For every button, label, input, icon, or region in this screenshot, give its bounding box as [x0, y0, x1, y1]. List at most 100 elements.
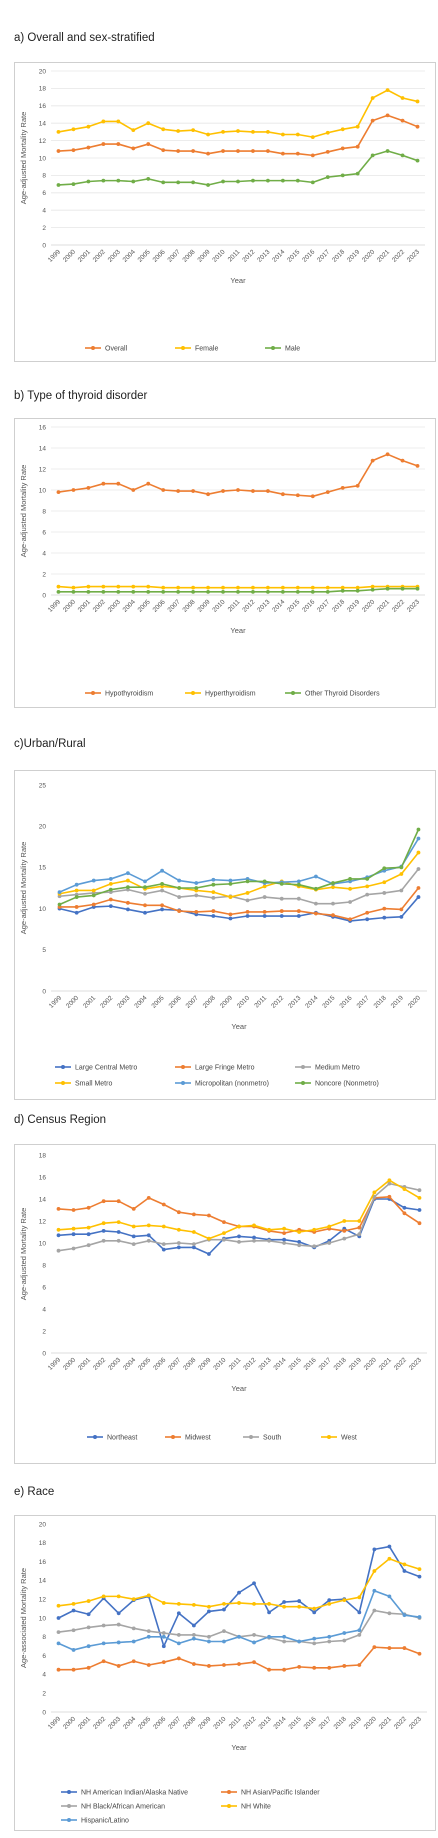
chart-c-xtick-label: 1999 [48, 994, 63, 1009]
chart-c-series-micropolitan-nonmetro-point [57, 890, 62, 895]
chart-e-series-nh-white-point [161, 1601, 166, 1605]
chart-c-series-large-fringe-metro-point [108, 897, 113, 902]
chart-c-series-medium-metro-point [416, 867, 421, 871]
chart-b-series-hypothyroidism-point [191, 489, 196, 493]
chart-b-series-hypothyroidism-point [221, 489, 225, 493]
chart-a-xtick-label: 2014 [271, 248, 286, 263]
chart-c-ytick-label: 20 [39, 824, 47, 831]
chart-d-series-south-point [131, 1242, 136, 1246]
chart-e-series-nh-white-point [252, 1602, 256, 1606]
chart-d-series-midwest-point [146, 1196, 151, 1200]
chart-d-series-west-point [207, 1236, 211, 1241]
chart-d-series-northeast-point [101, 1229, 106, 1233]
chart-d-series-northeast-point [297, 1240, 302, 1244]
chart-e-series-nh-asian-pacific-islander-point [312, 1665, 317, 1670]
chart-c-series-small-metro-point [228, 895, 233, 899]
chart-c-xtick-label: 2017 [356, 994, 371, 1009]
chart-d-series-northeast-point [161, 1247, 166, 1252]
chart-e-ytick-label: 14 [39, 1578, 47, 1585]
chart-c-legend-marker-micropolitan-nonmetro [181, 1081, 185, 1085]
chart-d-series-south-point [146, 1238, 151, 1243]
chart-b-xtick-label: 2010 [211, 598, 226, 613]
chart-e-series-nh-asian-pacific-islander-point [207, 1664, 211, 1668]
chart-e-series-nh-american-indian-alaska-native-point [86, 1612, 91, 1617]
chart-a-series-overall-point [101, 142, 106, 146]
chart-d-series-northeast-point [252, 1235, 256, 1240]
chart-b-series-hyperthyroidism-point [161, 585, 166, 590]
chart-d-series-south-point [282, 1241, 287, 1245]
chart-e-series-hispanic-latino-point [372, 1588, 377, 1593]
chart-d-series-west-point [56, 1227, 61, 1232]
chart-d-series-south-point [297, 1243, 302, 1248]
chart-c-legend-label-large-fringe-metro: Large Fringe Metro [195, 1064, 255, 1071]
chart-c-series-noncore-nonmetro-point [126, 885, 130, 890]
chart-e-series-hispanic-latino-line [58, 1589, 420, 1651]
chart-c-series-noncore-nonmetro-line [59, 829, 420, 906]
chart-b-ytick-label: 4 [42, 550, 46, 557]
chart-d-series-northeast-point [191, 1245, 196, 1250]
chart-d-series-west-point [402, 1187, 407, 1191]
chart-c-series-micropolitan-nonmetro-point [211, 877, 216, 882]
chart-c-series-noncore-nonmetro-point [348, 877, 352, 881]
chart-d-series-midwest-point [131, 1207, 136, 1211]
chart-a-ytick-label: 20 [39, 68, 47, 75]
chart-b-legend-marker-hyperthyroidism [191, 691, 195, 695]
chart-e-series-nh-black-african-american-point [327, 1639, 332, 1644]
chart-e-xtick-label: 2019 [348, 1715, 363, 1730]
chart-d-series-northeast-point [146, 1233, 151, 1238]
chart-d-xtick-label: 2001 [77, 1356, 92, 1371]
chart-d-legend-marker-northeast [93, 1435, 97, 1439]
chart-c-ytick-label: 5 [42, 947, 46, 954]
chart-e-xtick-label: 2010 [212, 1715, 227, 1730]
chart-c-xtick-label: 2019 [390, 994, 405, 1009]
chart-b-series-other-thyroid-disorders-point [101, 589, 106, 594]
chart-b-series-hyperthyroidism-point [221, 585, 225, 590]
chart-a-series-overall-point [280, 151, 285, 156]
chart-a-series-overall-point [355, 144, 360, 149]
chart-a-series-female-point [101, 119, 106, 124]
chart-c-series-large-central-metro-line [59, 896, 420, 922]
chart-d-series-northeast-point [207, 1252, 211, 1256]
chart-a-series-overall-point [176, 149, 181, 153]
chart-e-xtick-label: 2005 [137, 1715, 152, 1730]
chart-c-series-noncore-nonmetro-point [365, 877, 370, 881]
chart-a-series-overall-point [415, 124, 420, 129]
chart-d-series-south-point [252, 1238, 256, 1243]
chart-b-xtick-label: 2017 [316, 598, 331, 613]
chart-e-series-nh-white-point [191, 1602, 196, 1607]
chart-d-series-south-point [327, 1241, 332, 1245]
chart-d-series-west-point [222, 1231, 226, 1235]
chart-b-ytick-label: 0 [42, 592, 46, 599]
chart-b-series-hyperthyroidism-point [86, 584, 91, 589]
chart-e-series-hispanic-latino-point [191, 1636, 196, 1641]
chart-a-series-male-point [385, 149, 390, 153]
chart-b-series-other-thyroid-disorders-point [385, 586, 390, 591]
chart-a-series-male-point [101, 178, 106, 183]
chart-b-series-other-thyroid-disorders-point [415, 586, 420, 591]
chart-c-xtick-label: 2002 [99, 994, 114, 1009]
chart-b-series-other-thyroid-disorders-point [325, 589, 330, 594]
chart-c-series-medium-metro-point [245, 898, 250, 903]
chart-c-series-medium-metro-point [296, 896, 301, 901]
chart-a-series-overall-point [325, 150, 330, 154]
chart-b-series-hyperthyroidism-point [101, 584, 106, 589]
chart-c-series-medium-metro-point [314, 901, 318, 906]
chart-c-series-noncore-nonmetro-point [194, 886, 199, 890]
chart-c-series-large-central-metro-point [399, 914, 404, 919]
chart-c-series-large-central-metro-point [160, 907, 164, 912]
chart-e-series-nh-asian-pacific-islander-point [237, 1662, 241, 1666]
chart-c-series-micropolitan-nonmetro-point [143, 879, 147, 884]
chart-b-series-other-thyroid-disorders-point [206, 589, 210, 594]
chart-a-series-female-point [295, 132, 300, 137]
chart-a-series-male-point [221, 179, 225, 184]
chart-e-series-nh-black-african-american-point [342, 1638, 347, 1643]
chart-e-series-nh-black-african-american-point [312, 1641, 317, 1646]
chart-d-series-west-point [372, 1190, 377, 1195]
chart-e-y-axis-title: Age-associated Mortality Rate [19, 1568, 28, 1668]
chart-b-xtick-label: 2001 [77, 598, 92, 613]
chart-d-series-south-point [417, 1188, 422, 1193]
chart-e-series-nh-white-point [237, 1601, 241, 1605]
